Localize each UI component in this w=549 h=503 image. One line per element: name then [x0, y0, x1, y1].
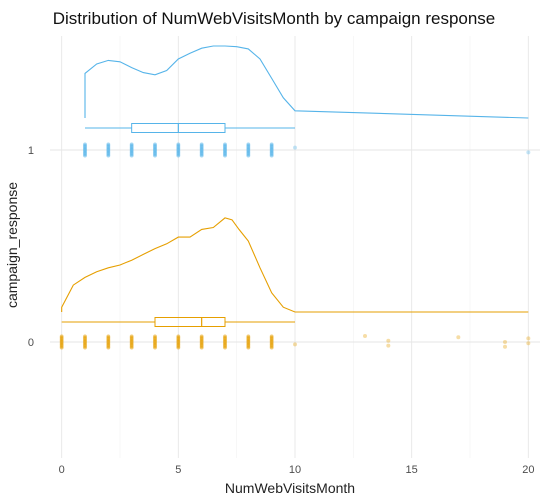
data-point: [130, 346, 134, 350]
y-axis-ticks: 01: [28, 145, 34, 349]
x-tick-label: 20: [522, 464, 534, 476]
data-point: [526, 336, 530, 340]
data-point: [246, 346, 250, 350]
data-point: [176, 154, 180, 158]
density-curve: [85, 46, 528, 118]
data-point: [130, 154, 134, 158]
data-point: [293, 146, 297, 150]
data-point: [176, 346, 180, 350]
data-point: [200, 346, 204, 350]
data-point: [503, 345, 507, 349]
x-tick-label: 15: [406, 464, 418, 476]
x-tick-label: 0: [59, 464, 65, 476]
data-point: [60, 346, 64, 350]
data-point: [200, 154, 204, 158]
x-tick-label: 10: [289, 464, 301, 476]
data-point: [83, 154, 87, 158]
data-point: [503, 340, 507, 344]
data-point: [386, 339, 390, 343]
data-point: [223, 346, 227, 350]
data-point: [246, 154, 250, 158]
group-1: [83, 46, 530, 158]
box-iqr: [155, 318, 225, 327]
data-point: [223, 154, 227, 158]
x-axis-title: NumWebVisitsMonth: [225, 480, 355, 496]
y-tick-label: 1: [28, 145, 34, 157]
data-point: [153, 346, 157, 350]
data-point: [526, 341, 530, 345]
data-point: [270, 346, 274, 350]
data-point: [293, 342, 297, 346]
data-point: [363, 334, 367, 338]
y-axis-title: campaign_response: [4, 182, 20, 308]
data-point: [153, 154, 157, 158]
grid: [50, 36, 540, 458]
y-tick-label: 0: [28, 337, 34, 349]
chart-title: Distribution of NumWebVisitsMonth by cam…: [53, 9, 496, 28]
data-point: [83, 346, 87, 350]
x-tick-label: 5: [175, 464, 181, 476]
data-point: [106, 154, 110, 158]
data-point: [386, 344, 390, 348]
data-point: [526, 150, 530, 154]
data-point: [106, 346, 110, 350]
x-axis-ticks: 0 5 10 15 20: [59, 464, 535, 476]
data-point: [456, 335, 460, 339]
data-point: [270, 154, 274, 158]
